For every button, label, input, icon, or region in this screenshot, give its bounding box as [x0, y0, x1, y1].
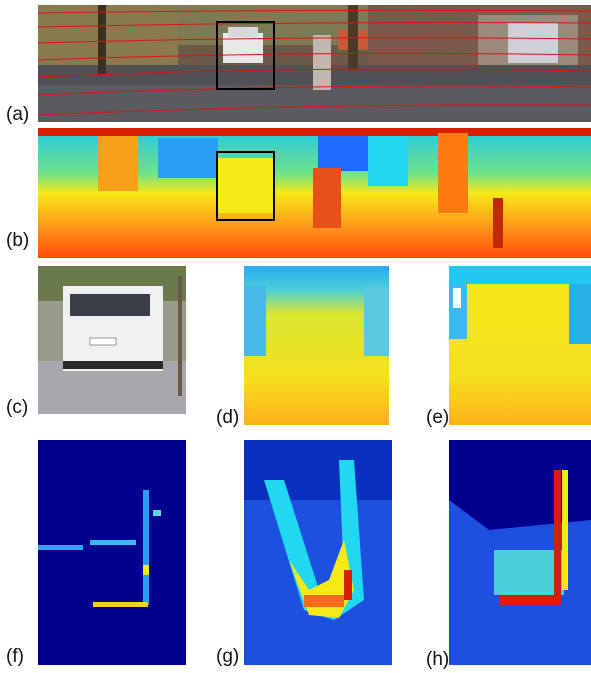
panel-e-disparity-crop — [449, 266, 591, 425]
scanline — [38, 37, 591, 44]
panel-c-van-photo — [38, 266, 186, 414]
panel-f-heatmap — [38, 440, 186, 665]
diffuse-heatmap-image — [244, 440, 392, 665]
panel-a-street-photo — [38, 5, 591, 122]
panel-b-disparity-map — [38, 128, 591, 258]
selection-box — [216, 21, 275, 90]
disparity-crop-sharp-image — [449, 266, 591, 425]
scanline — [38, 85, 591, 96]
selection-box — [216, 151, 275, 221]
panel-g-heatmap — [244, 440, 392, 665]
disparity-map-image — [38, 128, 591, 258]
panel-label-c: (c) — [6, 397, 29, 418]
panel-label-b: (b) — [6, 230, 30, 251]
panel-label-g: (g) — [216, 646, 240, 667]
van-photo-image — [38, 266, 186, 414]
scanline — [38, 52, 591, 61]
panel-label-a: (a) — [6, 104, 30, 125]
panel-label-e: (e) — [426, 407, 450, 428]
panel-label-f: (f) — [6, 646, 24, 667]
scanline — [38, 104, 591, 116]
panel-label-h: (h) — [426, 649, 450, 670]
sparse-heatmap-image — [38, 440, 186, 665]
scanline — [38, 9, 591, 14]
panel-d-disparity-crop — [244, 266, 389, 425]
scanline — [38, 68, 591, 78]
scanline — [38, 22, 591, 28]
panel-label-d: (d) — [216, 407, 240, 428]
panel-h-heatmap — [449, 440, 591, 665]
street-photo-image — [38, 5, 591, 122]
disparity-crop-image — [244, 266, 389, 425]
edge-heatmap-image — [449, 440, 591, 665]
